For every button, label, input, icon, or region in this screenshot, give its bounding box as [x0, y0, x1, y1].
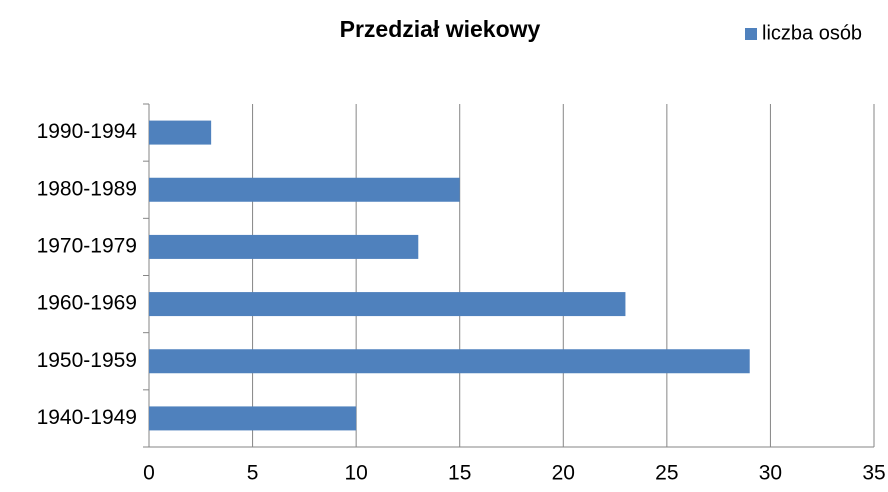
y-tick-label: 1980-1989 — [37, 177, 137, 200]
chart-title: Przedział wiekowy — [340, 16, 541, 42]
legend-label: liczba osób — [762, 22, 862, 44]
x-tick-label: 30 — [759, 462, 782, 485]
legend-swatch — [745, 28, 757, 40]
y-tick-label: 1960-1969 — [37, 292, 137, 315]
x-tick-label: 10 — [344, 462, 367, 485]
bar — [149, 234, 419, 259]
bar — [149, 177, 460, 202]
bar — [149, 406, 357, 431]
x-tick-label: 15 — [448, 462, 471, 485]
x-tick-label: 25 — [655, 462, 678, 485]
y-tick-label: 1940-1949 — [37, 406, 137, 429]
x-tick-label: 20 — [552, 462, 575, 485]
x-tick-label: 35 — [862, 462, 885, 485]
y-tick-label: 1990-1994 — [37, 120, 138, 143]
bar — [149, 349, 750, 374]
bar — [149, 120, 212, 145]
x-tick-label: 0 — [143, 462, 155, 485]
y-tick-label: 1970-1979 — [37, 234, 137, 257]
y-tick-label: 1950-1959 — [37, 349, 137, 372]
x-tick-label: 5 — [247, 462, 259, 485]
bar — [149, 292, 626, 317]
